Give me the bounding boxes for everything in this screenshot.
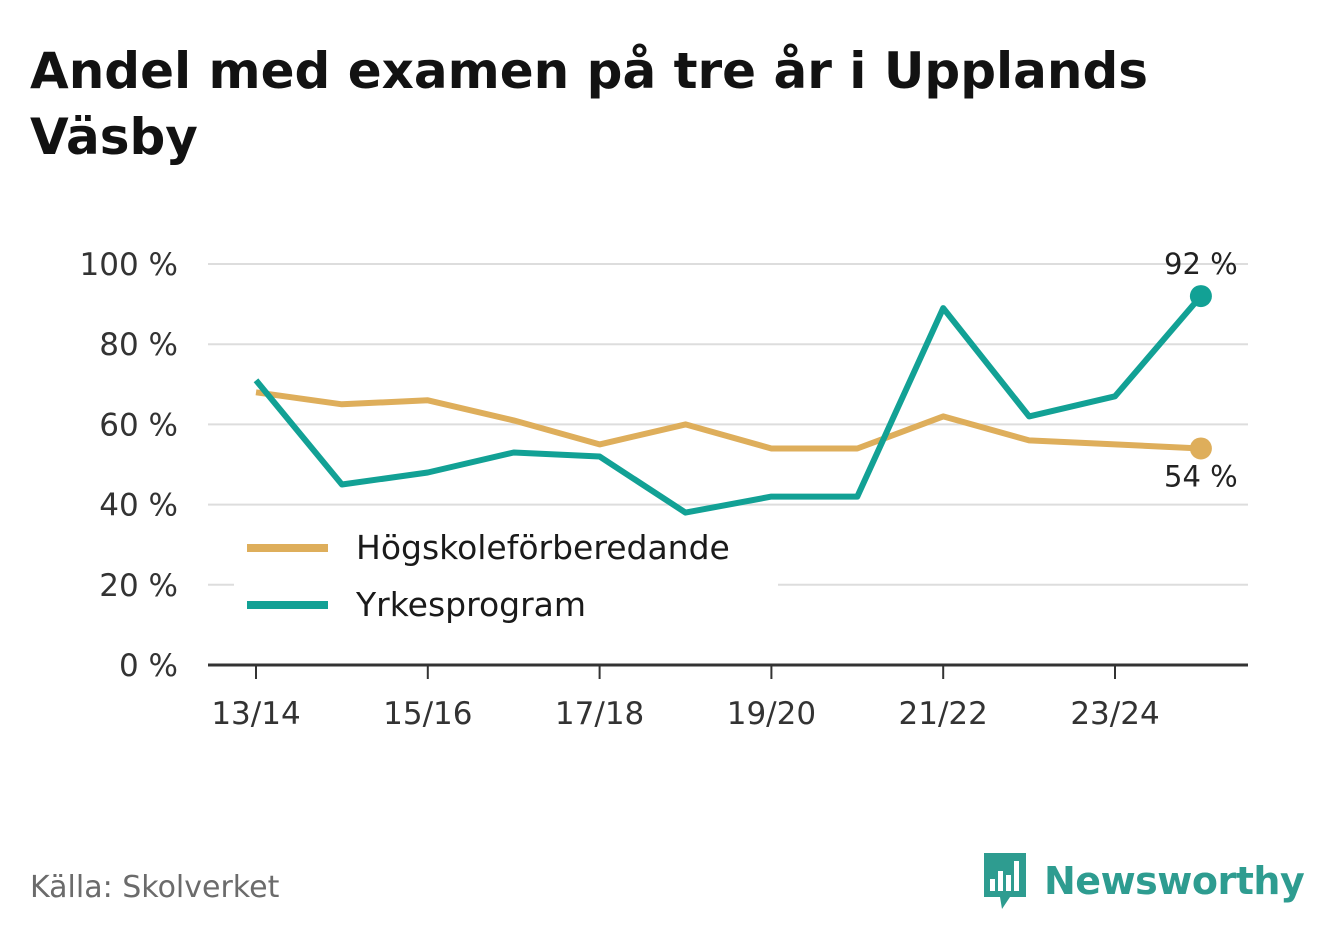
chart-title: Andel med examen på tre år i Upplands Vä… xyxy=(30,42,1149,166)
brand-name: Newsworthy xyxy=(1044,859,1305,903)
x-tick-label: 21/22 xyxy=(899,696,988,732)
series-lines xyxy=(253,285,1212,516)
end-value-label: 92 % xyxy=(1164,247,1238,281)
legend-label: Högskoleförberedande xyxy=(356,528,730,567)
y-axis-ticks: 0 % 20 % 40 % 60 % 80 % 100 % xyxy=(80,247,178,684)
x-tick-label: 23/24 xyxy=(1070,696,1159,732)
end-point-marker xyxy=(1189,285,1212,308)
x-tick-label: 15/16 xyxy=(383,696,472,732)
brand-logo: Newsworthy xyxy=(980,850,1305,912)
y-tick-label: 60 % xyxy=(99,407,178,443)
end-point-marker xyxy=(1189,437,1212,460)
x-tick-label: 19/20 xyxy=(727,696,816,732)
source-note: Källa: Skolverket xyxy=(30,870,280,905)
legend-background xyxy=(234,522,778,632)
legend-label: Yrkesprogram xyxy=(355,585,586,624)
y-tick-label: 100 % xyxy=(80,247,178,283)
series-line-yrkesprogram xyxy=(253,294,1204,516)
legend: Högskoleförberedande Yrkesprogram xyxy=(234,522,778,632)
y-tick-label: 40 % xyxy=(99,488,178,524)
x-tick-label: 13/14 xyxy=(211,696,300,732)
y-tick-label: 80 % xyxy=(99,327,178,363)
end-value-label: 54 % xyxy=(1164,459,1238,493)
end-labels: 54 % 92 % xyxy=(1164,247,1238,493)
series-line-hogskoleforberedande xyxy=(255,389,1202,452)
y-tick-label: 20 % xyxy=(99,568,178,604)
x-tick-label: 17/18 xyxy=(555,696,644,732)
x-axis: 13/14 15/16 17/18 19/20 21/22 23/24 xyxy=(208,663,1248,732)
newsworthy-logo-icon xyxy=(984,853,1026,909)
y-tick-label: 0 % xyxy=(119,648,178,684)
